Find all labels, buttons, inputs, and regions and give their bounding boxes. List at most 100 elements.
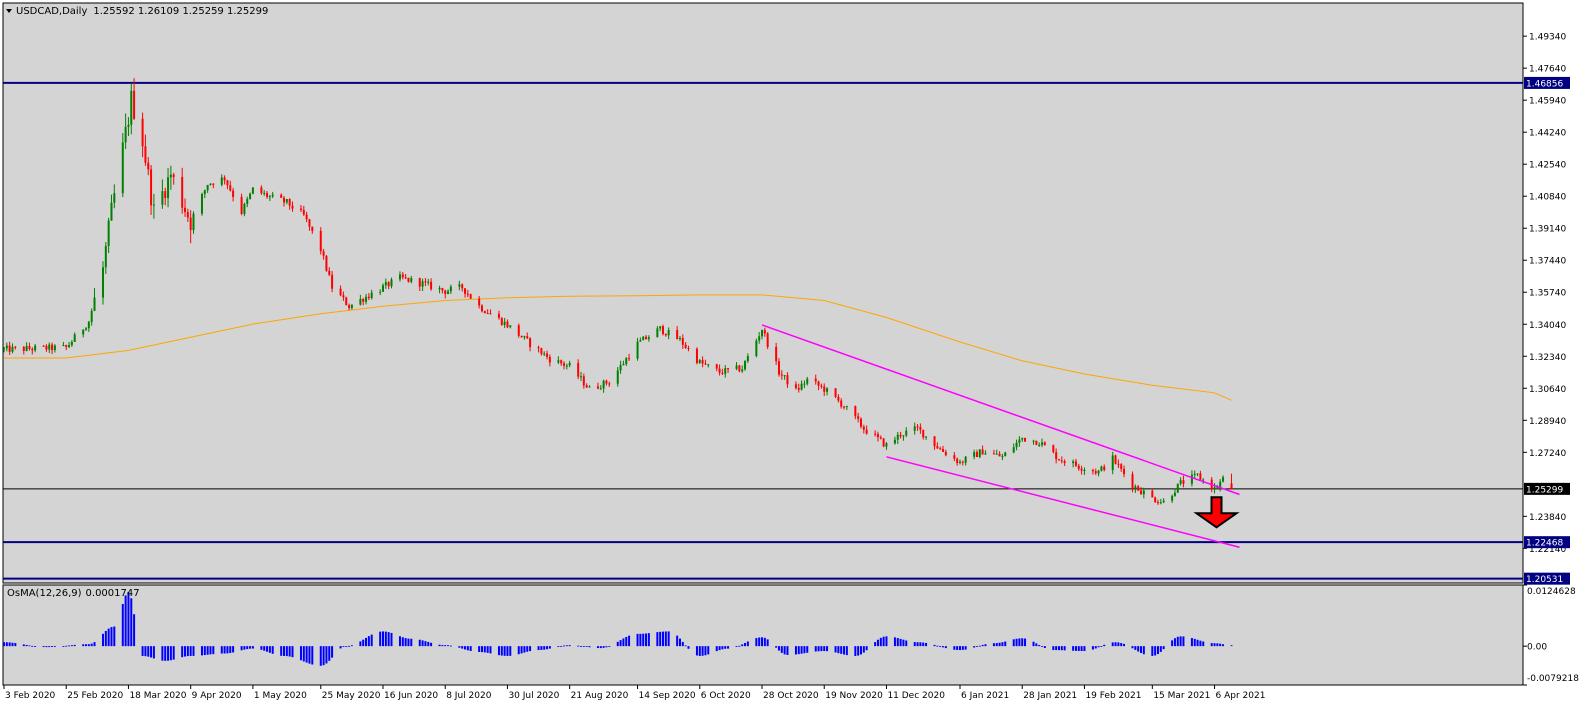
osma-bar xyxy=(1210,643,1213,647)
price-levels xyxy=(3,81,1523,580)
osma-bar xyxy=(978,645,981,647)
osma-bar xyxy=(800,646,803,654)
candle-body xyxy=(936,446,939,449)
osma-bar xyxy=(766,639,769,647)
osma-bar xyxy=(1162,646,1165,650)
osma-bar xyxy=(62,646,65,647)
candle-body xyxy=(859,418,862,427)
candle-body xyxy=(229,185,232,191)
osma-bar xyxy=(837,646,840,654)
x-tick-label: 19 Nov 2020 xyxy=(825,691,883,701)
y-tick-label: 1.23840 xyxy=(1529,513,1566,523)
candle-body xyxy=(226,180,229,186)
candle-body xyxy=(184,207,187,213)
x-tick-label: 18 Mar 2020 xyxy=(129,691,186,701)
y-tick-label: 1.44240 xyxy=(1529,129,1566,139)
osma-bar xyxy=(588,646,591,648)
osma-bar xyxy=(1171,640,1174,647)
candle-body xyxy=(540,348,543,354)
candle-body xyxy=(285,199,288,203)
x-tick-label: 15 Mar 2021 xyxy=(1153,691,1210,701)
osma-bar xyxy=(480,646,483,653)
candle-body xyxy=(628,358,631,360)
osma-bar xyxy=(186,646,189,657)
candle-body xyxy=(1103,466,1106,471)
arrow-annotation xyxy=(1193,496,1240,529)
candle-body xyxy=(865,429,868,434)
candle-body xyxy=(172,174,175,177)
osma-bar xyxy=(288,646,291,657)
osma-bar xyxy=(87,644,90,647)
osma-bar xyxy=(243,646,246,650)
osma-bar xyxy=(992,643,995,647)
y-tick-label: 1.47640 xyxy=(1529,65,1566,75)
osma-bar xyxy=(783,646,786,655)
osma-bar xyxy=(619,640,622,647)
osma-bar xyxy=(1114,642,1117,647)
osma-bar xyxy=(1080,646,1083,652)
candle-body xyxy=(1190,474,1193,484)
y-tick-label: 1.45940 xyxy=(1529,97,1566,107)
osma-bar xyxy=(622,638,625,647)
candle-body xyxy=(370,292,373,299)
candle-body xyxy=(721,372,724,374)
candle-body xyxy=(645,336,648,340)
osma-bar xyxy=(1083,646,1086,652)
candle-body xyxy=(331,274,334,289)
osma-bar xyxy=(1024,638,1027,647)
candle-body xyxy=(85,328,88,330)
osma-bar xyxy=(984,644,987,647)
candle-body xyxy=(925,436,928,438)
candle-body xyxy=(291,205,294,209)
osma-bar xyxy=(251,646,254,649)
candle-body xyxy=(449,286,452,292)
osma-bar xyxy=(107,628,110,647)
osma-bar xyxy=(1015,638,1018,647)
osma-bar xyxy=(90,643,93,647)
arrow-down-icon[interactable] xyxy=(1193,496,1240,529)
candle-body xyxy=(817,381,820,386)
osma-bar xyxy=(469,646,472,652)
candle-body xyxy=(438,287,441,290)
x-tick-label: 25 May 2020 xyxy=(322,691,381,701)
triangle-down-icon[interactable] xyxy=(6,9,12,13)
candle-body xyxy=(845,406,848,408)
channel-upper-line[interactable] xyxy=(761,324,1240,496)
candle-body xyxy=(483,311,486,314)
candle-body xyxy=(664,333,667,336)
candle-body xyxy=(311,226,314,231)
osma-bar xyxy=(169,646,172,661)
candle-body xyxy=(746,356,749,362)
candle-body xyxy=(1111,455,1114,471)
osma-bar xyxy=(1120,643,1123,647)
candle-body xyxy=(523,336,526,338)
osma-bar xyxy=(1038,645,1041,647)
ma-line[interactable] xyxy=(4,294,1232,401)
osma-bar xyxy=(240,646,243,651)
osma-bar xyxy=(130,598,133,647)
candle-body xyxy=(22,346,25,351)
candle-body xyxy=(780,374,783,376)
candle-body xyxy=(763,330,766,334)
candle-body xyxy=(203,190,206,195)
osma-bar xyxy=(857,646,860,656)
osma-bar xyxy=(973,646,976,648)
candle-body xyxy=(622,364,625,366)
candle-body xyxy=(441,287,444,291)
candle-body xyxy=(42,345,45,347)
channel-lower-line[interactable] xyxy=(886,456,1240,548)
candle-body xyxy=(1142,490,1145,495)
candle-body xyxy=(469,294,472,299)
level-label: 1.22468 xyxy=(1526,539,1563,549)
candle-body xyxy=(582,376,585,386)
osma-bar xyxy=(322,646,325,666)
osma-bar xyxy=(579,646,582,647)
osma-bar xyxy=(1154,646,1157,656)
candle-body xyxy=(874,433,877,435)
x-tick-label: 30 Jul 2020 xyxy=(508,691,559,701)
candle-body xyxy=(1024,437,1027,442)
osma-bar xyxy=(859,646,862,655)
osma-bar xyxy=(1176,636,1179,647)
level-label: 1.46856 xyxy=(1526,79,1563,89)
